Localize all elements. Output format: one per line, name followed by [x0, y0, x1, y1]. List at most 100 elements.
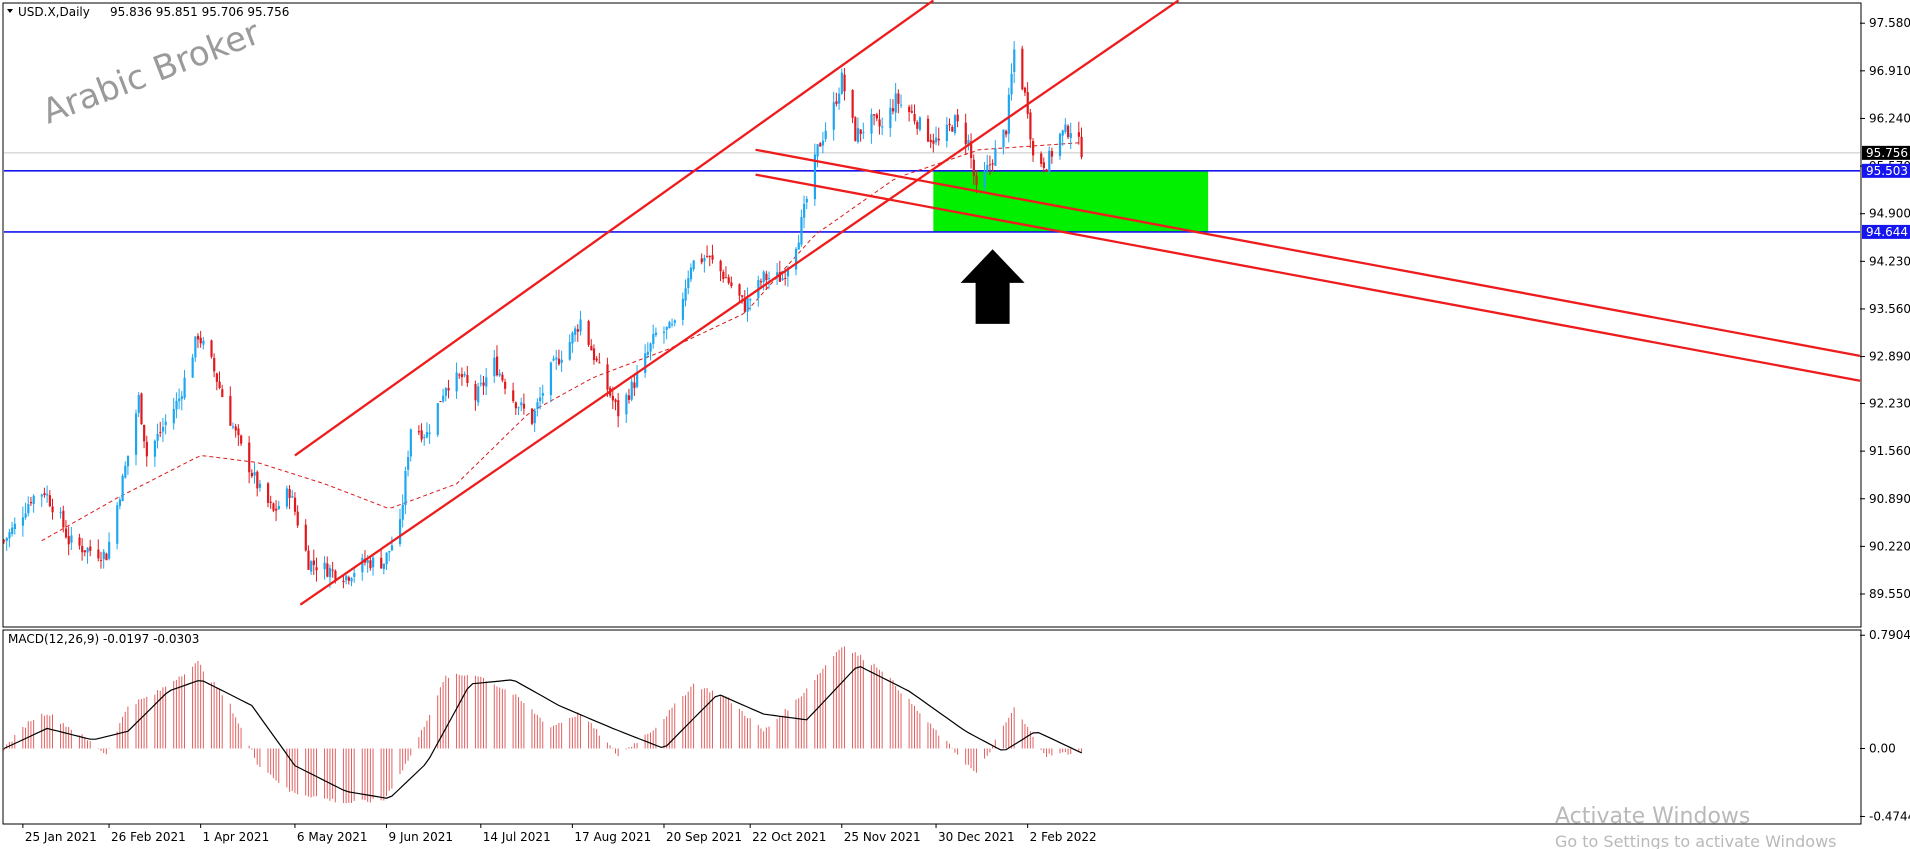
candle [40, 493, 43, 508]
candle-body [926, 118, 930, 142]
price-tick-label: 89.550 [1869, 587, 1910, 601]
candle [89, 539, 92, 557]
candle [956, 108, 959, 128]
candle-body [627, 395, 631, 400]
candle-body [630, 381, 633, 400]
candle-body [587, 321, 590, 345]
candle-body [549, 362, 553, 396]
candle-body [288, 489, 291, 498]
candle [843, 68, 846, 101]
candle [70, 526, 73, 551]
up-arrow [960, 249, 1025, 324]
candle-body [32, 495, 35, 504]
candle [156, 423, 159, 449]
candle-body [191, 357, 194, 378]
candle-body [711, 255, 714, 260]
candle [27, 496, 30, 517]
trend-lines [294, 0, 1861, 606]
candle-body [1013, 49, 1016, 73]
candle [700, 253, 703, 265]
candle [875, 112, 878, 122]
candle [409, 428, 412, 462]
date-tick-label: 25 Jan 2021 [25, 830, 97, 844]
candle-body [595, 358, 598, 361]
candle [48, 490, 51, 508]
candle [272, 502, 275, 513]
candle-body [253, 472, 256, 476]
candle-body [266, 483, 270, 503]
candle-body [894, 93, 897, 113]
candle [541, 384, 544, 404]
candle-body [442, 395, 445, 402]
candle-body [1005, 130, 1008, 135]
candle [692, 260, 695, 272]
candle [889, 98, 892, 137]
candle-body [345, 575, 348, 581]
candle-body [1023, 87, 1027, 93]
candle [859, 129, 862, 142]
candle [143, 424, 146, 449]
candle-body [275, 508, 278, 511]
candle [533, 408, 536, 433]
macd-signal-line [3, 666, 1082, 799]
candle-body [102, 551, 105, 560]
candle [590, 339, 593, 351]
candle-body [1050, 151, 1054, 157]
macd-label: MACD(12,26,9) -0.0197 -0.0303 [8, 632, 199, 646]
candle-body [307, 550, 310, 570]
candle [99, 551, 103, 569]
candle [794, 247, 798, 276]
candle-body [579, 319, 582, 332]
candle [485, 368, 488, 396]
candle [819, 141, 822, 147]
price-tick-label: 92.230 [1869, 397, 1910, 411]
candle [64, 520, 68, 539]
candle-body [455, 372, 458, 392]
candle [908, 104, 911, 122]
candle [894, 82, 897, 122]
candle-body [738, 284, 741, 296]
candle-body [1021, 48, 1024, 90]
candle [447, 379, 450, 399]
candle-body [83, 550, 87, 553]
candle [614, 398, 617, 411]
candle [398, 508, 402, 547]
candle [910, 104, 913, 114]
candle-body [145, 441, 148, 457]
candle-body [199, 337, 202, 344]
candle [172, 397, 175, 430]
candle-body [803, 203, 806, 218]
candle [369, 555, 372, 571]
candle-body [11, 527, 14, 534]
candle-body [786, 268, 790, 277]
candle-body [625, 394, 628, 415]
candle [951, 124, 954, 133]
candle [913, 104, 916, 125]
collapse-triangle-icon[interactable] [7, 9, 13, 13]
candle-body [43, 493, 46, 496]
candle-body [210, 340, 213, 357]
candle [266, 482, 270, 508]
candle-body [945, 124, 949, 141]
candle [654, 327, 658, 338]
candle-body [749, 299, 752, 301]
candle [967, 134, 970, 151]
candle [463, 371, 466, 378]
candle-body [633, 382, 636, 388]
candle [539, 387, 542, 410]
candle-body [557, 358, 561, 365]
candle-body [67, 536, 70, 545]
candle [838, 87, 841, 110]
candle [67, 526, 70, 556]
candle-body [436, 403, 439, 435]
candle-body [64, 528, 68, 538]
candle [765, 270, 768, 290]
candle [630, 378, 633, 402]
candle-body [972, 159, 975, 177]
date-tick-label: 2 Feb 2022 [1030, 830, 1097, 844]
candle [881, 117, 884, 136]
candle [816, 143, 819, 168]
price-axis: 97.58096.91096.24095.57094.90094.23093.5… [1860, 16, 1910, 601]
candle-body [353, 573, 356, 577]
candle-body [520, 402, 523, 406]
